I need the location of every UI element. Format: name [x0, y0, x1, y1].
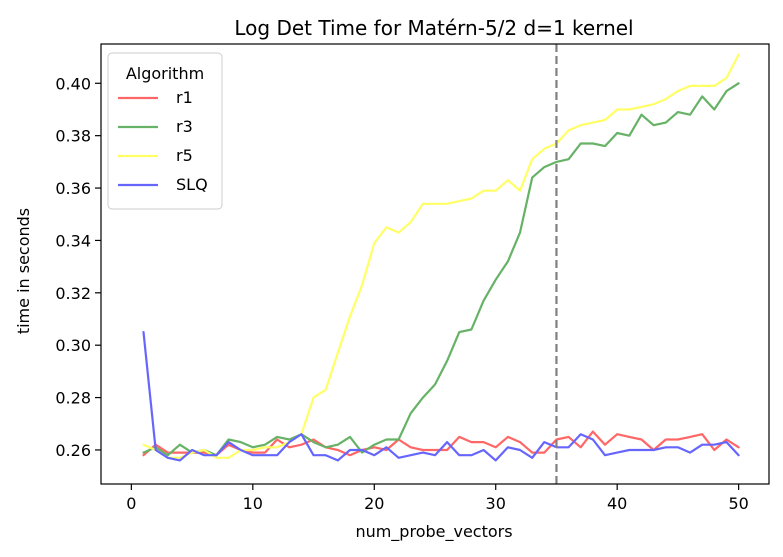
y-tick-label: 0.38	[55, 127, 91, 146]
plot-area: 0 10 20 30 40 50 0.26 0.28 0.30 0.32 0.34 0.36 0.38 0…	[55, 43, 770, 513]
legend-label-r1: r1	[176, 88, 193, 107]
legend-box	[107, 52, 223, 210]
x-tick-label: 40	[607, 494, 627, 513]
legend-label-r5: r5	[176, 146, 193, 165]
series-line-r1	[142, 430, 740, 457]
y-tick-label: 0.28	[55, 389, 91, 408]
plot-frame	[100, 43, 770, 485]
legend-label-r3: r3	[176, 117, 193, 136]
legend: Algorithm r1 r3 r5 SLQ	[107, 52, 223, 210]
x-tick-label: 30	[486, 494, 506, 513]
legend-label-slq: SLQ	[176, 175, 208, 194]
y-axis-label: time in seconds	[14, 208, 33, 334]
x-tick-label: 50	[728, 494, 748, 513]
x-axis-label: num_probe_vectors	[355, 522, 512, 542]
x-tick-label: 10	[243, 494, 263, 513]
y-tick-label: 0.36	[55, 179, 91, 198]
series-line-slq	[142, 331, 740, 462]
y-tick-label: 0.30	[55, 336, 91, 355]
x-tick-label: 0	[126, 494, 136, 513]
series-line-r3	[142, 82, 740, 457]
y-tick-label: 0.32	[55, 284, 91, 303]
series-line-r5	[142, 53, 740, 459]
y-tick-label: 0.26	[55, 441, 91, 460]
chart-title: Log Det Time for Matérn-5/2 d=1 kernel	[234, 16, 633, 40]
y-tick-label: 0.40	[55, 74, 91, 93]
x-tick-label: 20	[364, 494, 384, 513]
y-tick-label: 0.34	[55, 231, 91, 250]
legend-title: Algorithm	[126, 64, 204, 83]
